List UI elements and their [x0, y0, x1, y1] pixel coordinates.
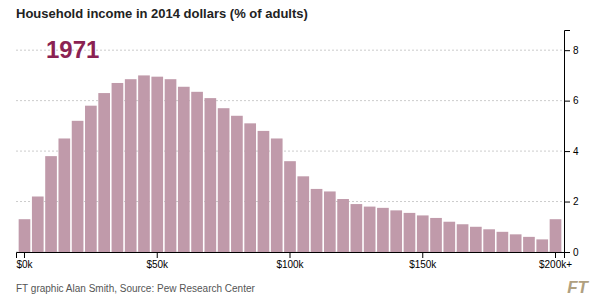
- bar: [98, 93, 110, 252]
- bar: [430, 218, 442, 252]
- tick-mark: [555, 252, 556, 258]
- bar: [443, 222, 455, 252]
- bar: [297, 176, 309, 252]
- bar: [417, 215, 429, 252]
- tick-mark: [157, 252, 158, 258]
- bar: [284, 161, 296, 252]
- tick-label: 6: [573, 95, 579, 106]
- tick-mark: [564, 101, 570, 102]
- bar: [324, 191, 336, 252]
- bar: [337, 199, 349, 252]
- title: Household income in 2014 dollars (% of a…: [16, 6, 308, 21]
- tick-mark: [290, 252, 291, 258]
- grid-line: [16, 100, 564, 101]
- y-tick: 2: [564, 196, 579, 207]
- bar: [351, 204, 363, 252]
- bar: [483, 229, 495, 252]
- y-tick: 8: [564, 45, 579, 56]
- x-axis: $0k $50k $100k $150k $200k+: [16, 252, 572, 270]
- tick-label: $50k: [146, 259, 169, 270]
- bar: [523, 237, 535, 252]
- bar: [457, 224, 469, 252]
- tick-mark: [564, 50, 570, 51]
- x-tick: $200k+: [539, 252, 572, 270]
- bar: [19, 219, 31, 252]
- bar: [85, 106, 97, 252]
- bar: [390, 210, 402, 252]
- bar: [112, 83, 124, 252]
- tick-label: $200k+: [539, 259, 572, 270]
- bar: [58, 138, 70, 252]
- y-tick: 6: [564, 95, 579, 106]
- y-tick: 0: [564, 247, 579, 258]
- axis-line: [17, 253, 565, 259]
- bar: [32, 197, 44, 253]
- bar: [404, 213, 416, 252]
- bar: [377, 208, 389, 252]
- x-tick: $100k: [276, 252, 304, 270]
- grid: [16, 50, 564, 252]
- bar: [244, 123, 256, 252]
- tick-mark: [24, 252, 25, 258]
- bar: [311, 189, 323, 252]
- x-tick: $150k: [409, 252, 437, 270]
- bar: [510, 234, 522, 252]
- x-tick: $50k: [146, 252, 169, 270]
- tick-label: 8: [573, 45, 579, 56]
- chart: $0k $50k $100k $150k $200k+0 2 4 6 8 Household in…: [0, 0, 600, 300]
- tick-mark: [564, 202, 570, 203]
- axis-line: [565, 31, 571, 253]
- bar: [218, 108, 230, 252]
- bar: [550, 219, 562, 252]
- tick-label: $0k: [16, 259, 33, 270]
- bar: [165, 79, 177, 252]
- tick-mark: [564, 252, 570, 253]
- tick-label: 4: [573, 146, 579, 157]
- bar: [45, 156, 57, 252]
- bar: [205, 98, 217, 252]
- bar: [178, 87, 190, 252]
- x-tick: $0k: [16, 252, 33, 270]
- tick-mark: [564, 151, 570, 152]
- tick-label: $150k: [409, 259, 437, 270]
- bar: [364, 207, 376, 252]
- tick-mark: [422, 252, 423, 258]
- tick-label: $100k: [276, 259, 304, 270]
- tick-label: 0: [573, 247, 579, 258]
- bar: [258, 131, 270, 252]
- tick-label: 2: [573, 196, 579, 207]
- bar: [497, 232, 509, 252]
- bar: [125, 79, 137, 252]
- bar: [191, 92, 203, 252]
- grid-line: [16, 151, 564, 152]
- y-axis: 0 2 4 6 8: [564, 31, 579, 258]
- plot: $0k $50k $100k $150k $200k+0 2 4 6 8: [16, 31, 579, 271]
- bar: [151, 77, 163, 252]
- logo: FT: [567, 278, 589, 297]
- y-tick: 4: [564, 146, 579, 157]
- bar: [72, 121, 84, 252]
- bar: [470, 227, 482, 252]
- year-label: 1971: [46, 36, 99, 63]
- bars: [19, 75, 562, 252]
- bar: [271, 138, 283, 252]
- bar: [536, 239, 548, 252]
- bar: [231, 116, 243, 252]
- footer: FT graphic Alan Smith, Source: Pew Resea…: [16, 283, 255, 294]
- bar: [138, 75, 150, 252]
